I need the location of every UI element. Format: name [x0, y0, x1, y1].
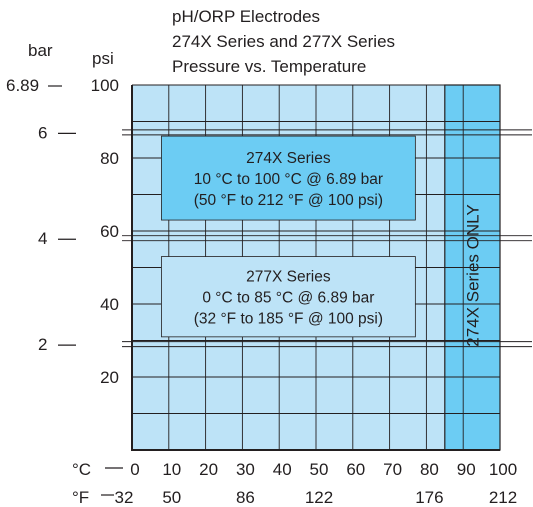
fahrenheit-tick-label: 122 [305, 488, 333, 507]
plot-annotations: 274X Series 10 °C to 100 °C @ 6.89 bar (50… [161, 135, 416, 338]
annotation-line: (50 °F to 212 °F @ 100 psi) [194, 192, 383, 209]
celsius-tick-label: 80 [420, 460, 439, 479]
celsius-axis-unit-label: °C [72, 460, 91, 479]
fahrenheit-axis-unit-label: °F [72, 488, 89, 507]
bar-axis-unit-label: bar [28, 41, 53, 60]
psi-tick-label: 20 [100, 368, 119, 387]
fahrenheit-tick-label: 212 [489, 488, 517, 507]
fahrenheit-tick-label: 32 [115, 488, 134, 507]
fahrenheit-tick-label: 86 [236, 488, 255, 507]
psi-tick-label: 80 [100, 149, 119, 168]
fahrenheit-tick-label: 176 [415, 488, 443, 507]
celsius-tick-label: 90 [457, 460, 476, 479]
annotation-line: 274X Series [246, 150, 331, 167]
region-274x-only-label: 274X Series ONLY [463, 204, 482, 346]
chart-title: pH/ORP Electrodes 274X Series and 277X S… [172, 7, 395, 76]
bar-tick-label: 6 [38, 123, 47, 142]
annotation-line: 277X Series [246, 269, 331, 286]
psi-tick-label: 40 [100, 295, 119, 314]
celsius-tick-label: 60 [346, 460, 365, 479]
annotation-line: 0 °C to 85 °C @ 6.89 bar [202, 290, 374, 307]
annotation-line: (32 °F to 185 °F @ 100 psi) [194, 311, 383, 328]
chart-title-line-3: Pressure vs. Temperature [172, 57, 366, 76]
celsius-tick-label: 40 [273, 460, 292, 479]
plot-axes [131, 85, 500, 451]
bar-tick-label: 6.89 [6, 76, 39, 95]
annotation-box-2 [161, 256, 416, 338]
chart-title-line-1: pH/ORP Electrodes [172, 7, 320, 26]
celsius-tick-label: 50 [310, 460, 329, 479]
psi-axis-unit-label: psi [92, 49, 114, 68]
annotation-line: 10 °C to 100 °C @ 6.89 bar [194, 171, 383, 188]
psi-tick-label: 100 [91, 76, 119, 95]
chart-title-line-2: 274X Series and 277X Series [172, 32, 395, 51]
bar-tick-label: 2 [38, 335, 47, 354]
celsius-tick-label: 0 [130, 460, 139, 479]
bar-tick-label: 4 [38, 229, 47, 248]
celsius-tick-label: 70 [383, 460, 402, 479]
celsius-tick-label: 10 [162, 460, 181, 479]
celsius-tick-label: 20 [199, 460, 218, 479]
celsius-tick-label: 30 [236, 460, 255, 479]
fahrenheit-tick-label: 50 [162, 488, 181, 507]
annotation-box-1 [161, 135, 416, 221]
celsius-tick-label: 100 [489, 460, 517, 479]
psi-tick-label: 60 [100, 222, 119, 241]
